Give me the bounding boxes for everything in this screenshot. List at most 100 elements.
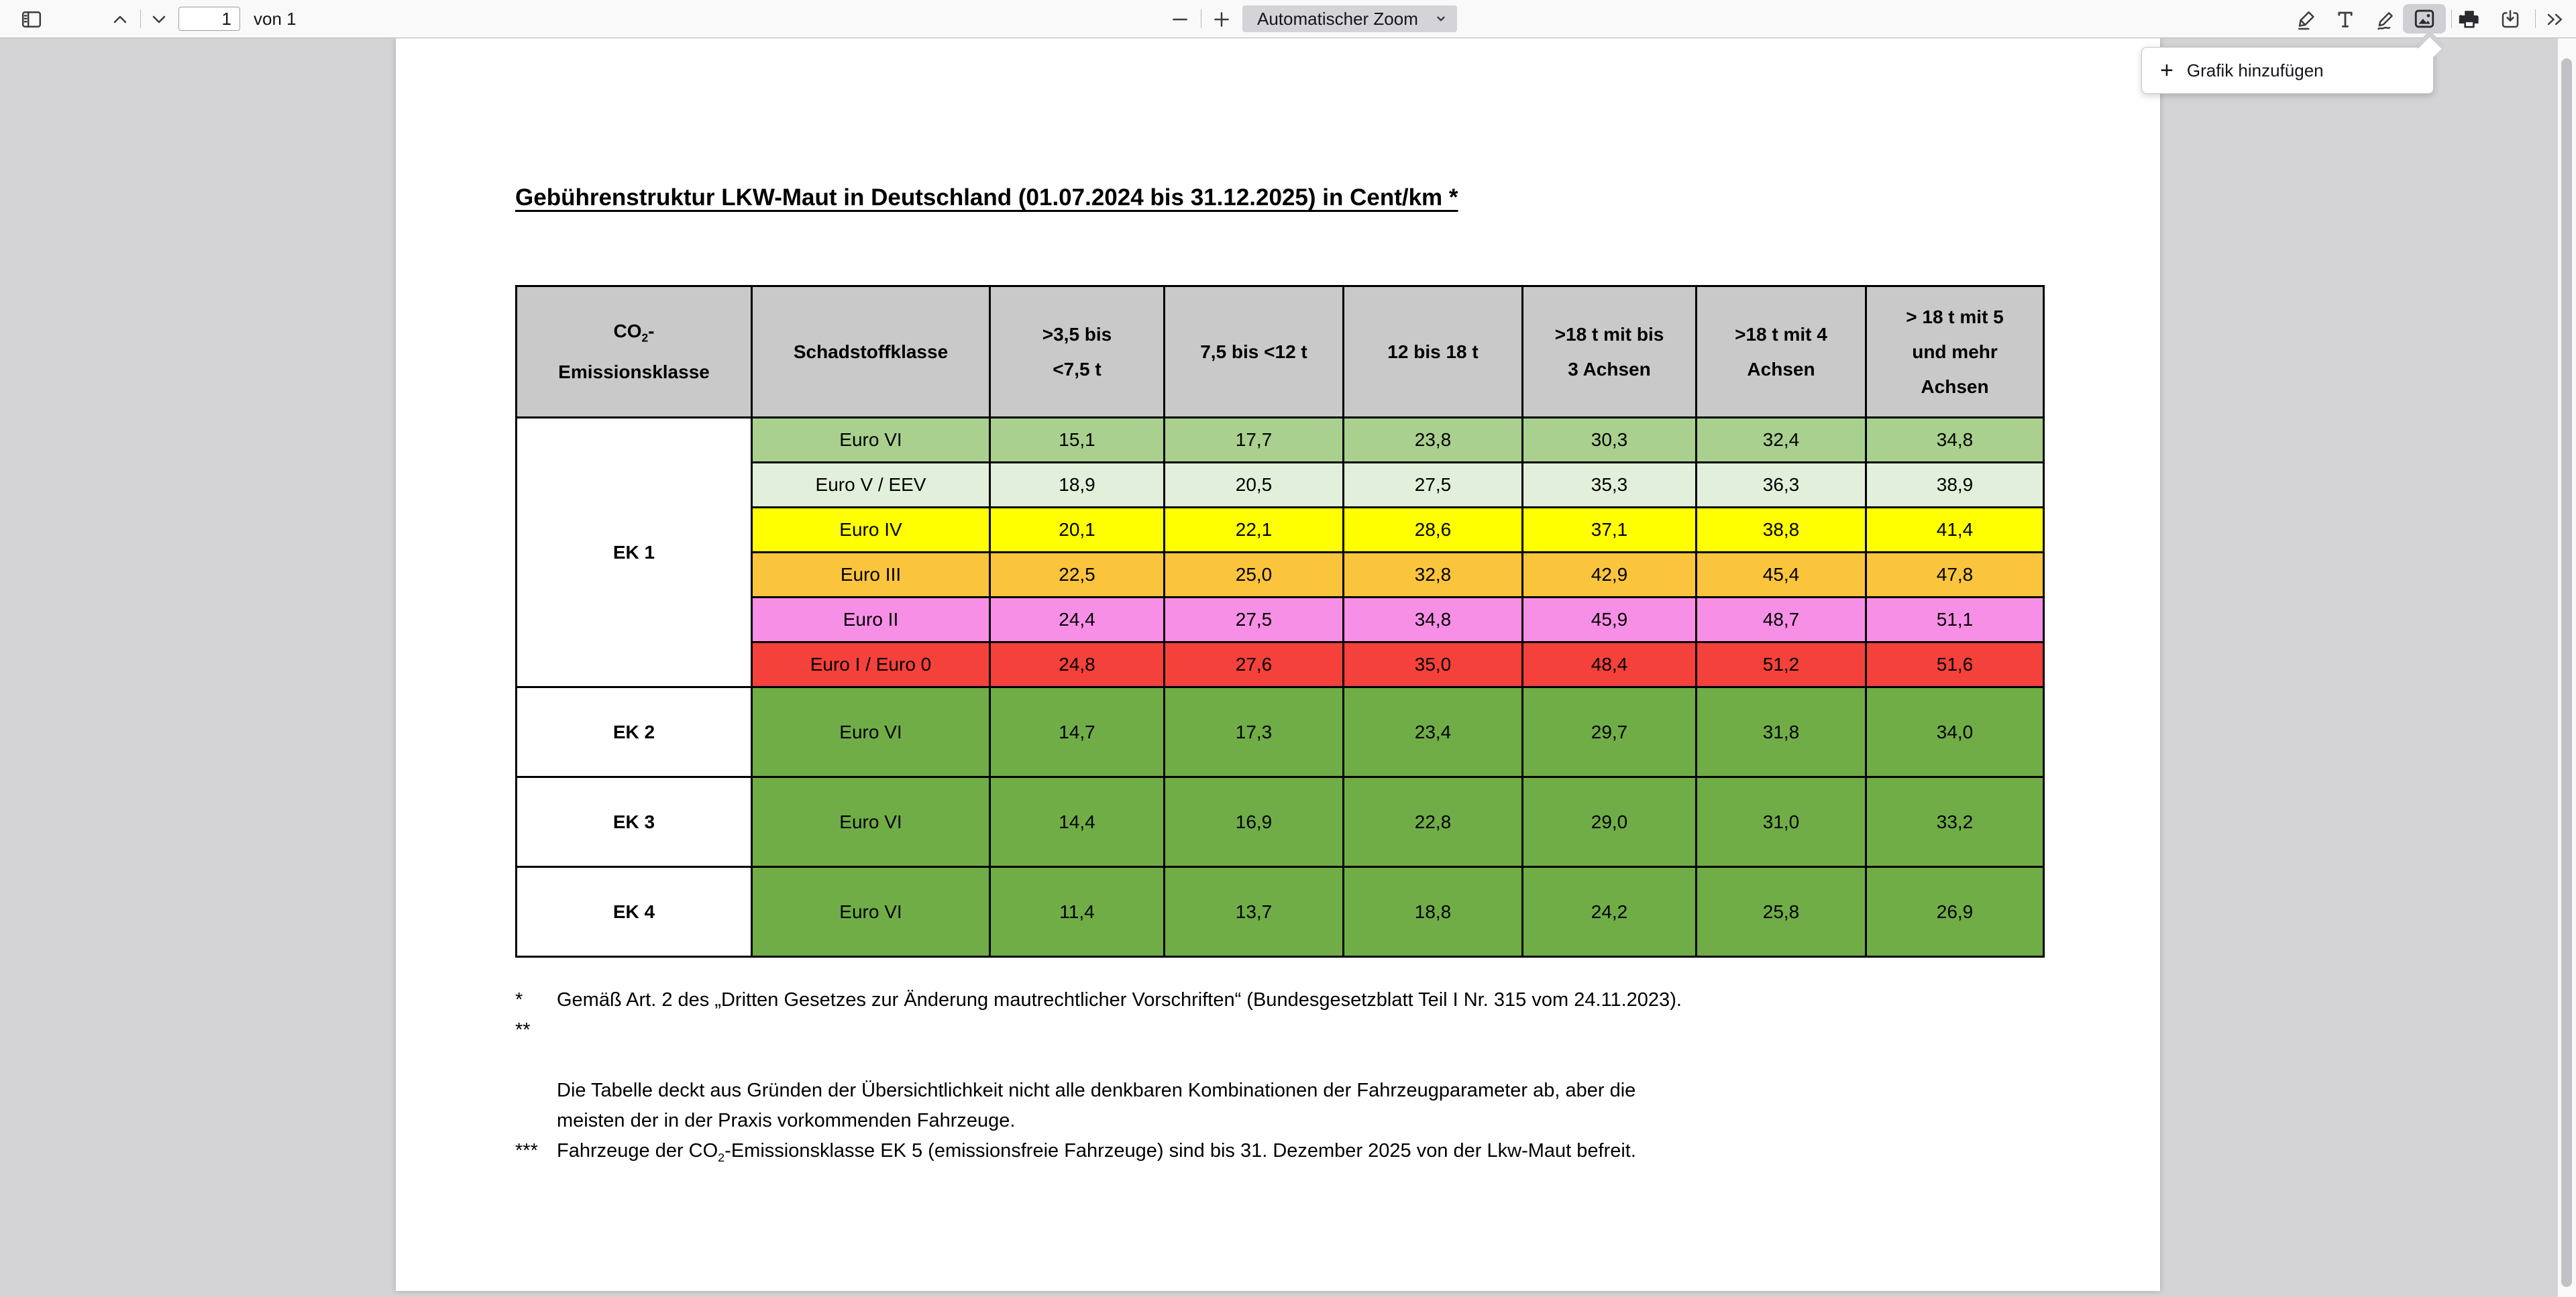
table-row: Euro I / Euro 0 24,8 27,6 35,0 48,4 51,2… bbox=[516, 641, 2045, 688]
table-row: Euro III 22,5 25,0 32,8 42,9 45,4 47,8 bbox=[516, 551, 2045, 598]
table-cell: 14,7 bbox=[989, 686, 1165, 778]
table-cell: 34,8 bbox=[1865, 416, 2045, 463]
table-cell: 32,4 bbox=[1695, 416, 1867, 463]
header-co2-emissionsklasse: CO2- Emissionsklasse bbox=[515, 285, 753, 418]
table-cell: 42,9 bbox=[1521, 551, 1697, 598]
footnote-marker: ** bbox=[515, 1019, 531, 1041]
footnote-marker: *** bbox=[515, 1140, 538, 1162]
table-cell: 31,0 bbox=[1695, 776, 1867, 868]
header-weight-3: 12 bis 18 t bbox=[1342, 285, 1523, 418]
image-tool-button[interactable] bbox=[2403, 4, 2446, 34]
table-cell: 41,4 bbox=[1865, 506, 2045, 553]
add-image-menu-item[interactable]: + Grafik hinzufügen bbox=[2141, 47, 2434, 94]
ek4-label-cell: EK 4 bbox=[515, 866, 753, 958]
header-schadstoffklasse: Schadstoffklasse bbox=[751, 285, 991, 418]
table-cell: 30,3 bbox=[1521, 416, 1697, 463]
footnotes: * Gemäß Art. 2 des „Dritten Gesetzes zur… bbox=[515, 985, 2145, 1173]
table-cell: 34,0 bbox=[1865, 686, 2045, 778]
pdf-viewer-toolbar: von 1 Automatischer Zoom bbox=[0, 0, 2576, 38]
table-cell: Euro III bbox=[751, 551, 991, 598]
printer-icon bbox=[2459, 11, 2479, 28]
plus-icon: + bbox=[2160, 58, 2174, 83]
table-cell: 45,9 bbox=[1521, 596, 1697, 643]
table-cell: 24,8 bbox=[989, 641, 1165, 688]
header-weight-1: >3,5 bis <7,5 t bbox=[989, 285, 1165, 418]
chevron-down-icon bbox=[1437, 16, 1445, 21]
header-weight-5: >18 t mit 4 Achsen bbox=[1695, 285, 1867, 418]
save-button[interactable] bbox=[2499, 8, 2522, 31]
minus-icon bbox=[1173, 18, 1187, 21]
scrollbar-thumb[interactable] bbox=[2561, 58, 2572, 1287]
toolbar-divider bbox=[140, 9, 141, 28]
table-cell: 27,5 bbox=[1342, 461, 1523, 508]
table-cell: 32,8 bbox=[1342, 551, 1523, 598]
table-cell: 33,2 bbox=[1865, 776, 2045, 868]
toolbar-divider bbox=[2451, 9, 2452, 28]
download-icon bbox=[2502, 9, 2519, 28]
sidebar-icon bbox=[21, 11, 42, 28]
table-cell: 17,7 bbox=[1163, 416, 1344, 463]
table-cell: 29,0 bbox=[1521, 776, 1697, 868]
text-tool-button[interactable] bbox=[2334, 8, 2357, 31]
print-button[interactable] bbox=[2458, 8, 2481, 31]
footnote-3: *** Fahrzeuge der CO2-Emissionsklasse EK… bbox=[515, 1136, 2145, 1173]
table-cell: 25,0 bbox=[1163, 551, 1344, 598]
table-cell: 15,1 bbox=[989, 416, 1165, 463]
table-row: EK 2 Euro VI 14,7 17,3 23,4 29,7 31,8 34… bbox=[515, 686, 2045, 778]
table-cell: 31,8 bbox=[1695, 686, 1867, 778]
table-cell: 23,8 bbox=[1342, 416, 1523, 463]
toggle-sidebar-button[interactable] bbox=[20, 8, 43, 31]
zoom-select-value: Automatischer Zoom bbox=[1257, 8, 1418, 29]
table-cell: 25,8 bbox=[1695, 866, 1867, 958]
table-cell: 27,6 bbox=[1163, 641, 1344, 688]
more-tools-button[interactable] bbox=[2544, 8, 2567, 31]
zoom-select[interactable]: Automatischer Zoom bbox=[1242, 5, 1457, 32]
table-cell: 18,8 bbox=[1342, 866, 1523, 958]
table-cell: 27,5 bbox=[1163, 596, 1344, 643]
chevron-up-icon bbox=[113, 15, 127, 23]
ek1-label-cell: EK 1 bbox=[515, 416, 753, 688]
table-row: EK 4 Euro VI 11,4 13,7 18,8 24,2 25,8 26… bbox=[515, 866, 2045, 958]
table-cell: 51,1 bbox=[1865, 596, 2045, 643]
add-image-popup bbox=[2141, 47, 2434, 94]
next-page-button[interactable] bbox=[148, 8, 170, 31]
table-cell: 14,4 bbox=[989, 776, 1165, 868]
page-number-input[interactable] bbox=[178, 7, 240, 31]
highlighter-icon bbox=[2298, 11, 2314, 30]
table-row: Euro II 24,4 27,5 34,8 45,9 48,7 51,1 bbox=[516, 596, 2045, 643]
document-title: Gebührenstruktur LKW-Maut in Deutschland… bbox=[515, 184, 1458, 211]
table-cell: 26,9 bbox=[1865, 866, 2045, 958]
chevron-down-icon bbox=[152, 15, 166, 23]
plus-icon bbox=[1214, 12, 1229, 27]
table-row: Euro V / EEV 18,9 20,5 27,5 35,3 36,3 38… bbox=[516, 461, 2045, 508]
table-row: Euro IV 20,1 22,1 28,6 37,1 38,8 41,4 bbox=[516, 506, 2045, 553]
table-cell: 35,0 bbox=[1342, 641, 1523, 688]
draw-tool-button[interactable] bbox=[2374, 8, 2397, 31]
table-cell: 36,3 bbox=[1695, 461, 1867, 508]
table-cell: 24,2 bbox=[1521, 866, 1697, 958]
table-cell: 20,1 bbox=[989, 506, 1165, 553]
footnote-2: ** Die Tabelle deckt aus Gründen der Übe… bbox=[515, 1015, 2145, 1136]
ek3-label-cell: EK 3 bbox=[515, 776, 753, 868]
highlight-tool-button[interactable] bbox=[2295, 8, 2318, 31]
table-cell: 22,5 bbox=[989, 551, 1165, 598]
table-cell: Euro VI bbox=[751, 776, 991, 868]
table-cell: Euro I / Euro 0 bbox=[751, 641, 991, 688]
table-cell: 22,8 bbox=[1342, 776, 1523, 868]
table-cell: 38,8 bbox=[1695, 506, 1867, 553]
table-cell: Euro VI bbox=[751, 866, 991, 958]
table-row: EK 3 Euro VI 14,4 16,9 22,8 29,0 31,0 33… bbox=[515, 776, 2045, 868]
footnote-marker: * bbox=[515, 989, 523, 1011]
table-cell: 24,4 bbox=[989, 596, 1165, 643]
table-cell: 13,7 bbox=[1163, 866, 1344, 958]
zoom-in-button[interactable] bbox=[1210, 8, 1233, 31]
footnote-text: Gemäß Art. 2 des „Dritten Gesetzes zur Ä… bbox=[557, 989, 1682, 1011]
table-cell: 38,9 bbox=[1865, 461, 2045, 508]
table-row: EK 1 Euro VI 15,1 17,7 23,8 30,3 32,4 34… bbox=[515, 416, 2045, 688]
previous-page-button[interactable] bbox=[109, 8, 131, 31]
pen-icon bbox=[2377, 12, 2393, 30]
zoom-out-button[interactable] bbox=[1169, 8, 1191, 31]
table-cell: 28,6 bbox=[1342, 506, 1523, 553]
table-cell: 11,4 bbox=[989, 866, 1165, 958]
table-cell: 23,4 bbox=[1342, 686, 1523, 778]
